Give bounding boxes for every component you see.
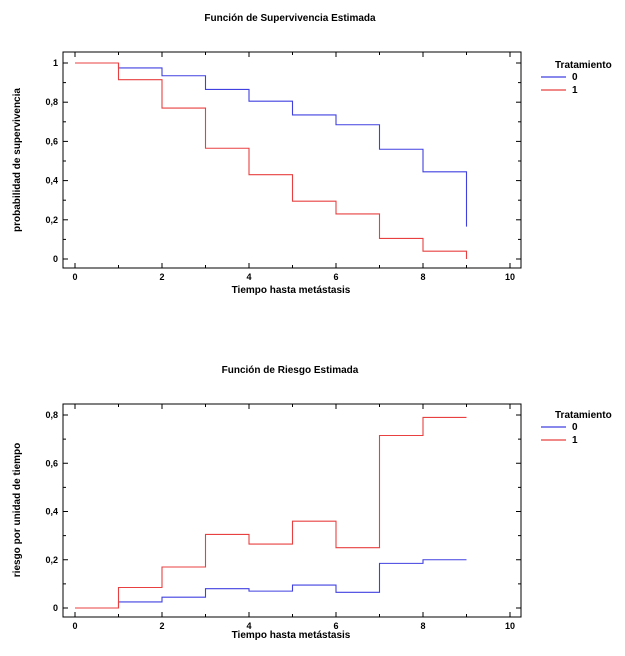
hazard-legend-title: Tratamiento <box>555 410 612 421</box>
survival-y-tick-label: 0,8 <box>45 97 58 107</box>
survival-y-tick-label: 0 <box>53 254 58 264</box>
survival-legend-label-0: 0 <box>572 72 578 83</box>
survival-plot-frame <box>62 51 522 269</box>
hazard-x-tick-label: 0 <box>72 621 77 631</box>
hazard-chart: Función de Riesgo Estimada 0 0,2 0,4 0,6 0,8… <box>12 365 612 641</box>
survival-y-axis: 0 0,2 0,4 0,6 0,8 1 <box>45 58 521 264</box>
hazard-series <box>75 416 467 609</box>
hazard-chart-title: Función de Riesgo Estimada <box>222 365 359 376</box>
hazard-legend-label-0: 0 <box>572 422 578 433</box>
hazard-series-line-1 <box>75 416 467 609</box>
hazard-x-tick-label: 6 <box>333 621 338 631</box>
hazard-y-tick-label: 0,8 <box>45 410 58 420</box>
survival-series-line-0 <box>75 62 468 227</box>
hazard-y-tick-label: 0,6 <box>45 458 58 468</box>
hazard-series-line-0 <box>75 559 467 609</box>
survival-x-tick-label: 10 <box>505 272 515 282</box>
survival-y-tick-label: 0,6 <box>45 136 58 146</box>
survival-x-tick-label: 6 <box>333 272 338 282</box>
survival-series-line-1 <box>75 62 468 259</box>
survival-y-tick-label: 0,4 <box>45 176 58 186</box>
survival-chart-title: Función de Supervivencia Estimada <box>204 13 376 24</box>
hazard-y-tick-label: 0 <box>53 603 58 613</box>
hazard-x-axis-label: Tiempo hasta metástasis <box>232 630 351 641</box>
survival-legend-label-1: 1 <box>572 85 578 96</box>
survival-x-tick-label: 0 <box>72 272 77 282</box>
hazard-y-axis-label: riesgo por unidad de tiempo <box>12 443 23 577</box>
survival-y-tick-label: 1 <box>53 58 58 68</box>
survival-legend: Tratamiento 0 1 <box>541 60 612 96</box>
hazard-x-tick-label: 8 <box>420 621 425 631</box>
survival-series <box>75 62 468 259</box>
hazard-y-tick-label: 0,2 <box>45 555 58 565</box>
hazard-legend-label-1: 1 <box>572 435 578 446</box>
survival-legend-title: Tratamiento <box>555 60 612 71</box>
hazard-y-axis: 0 0,2 0,4 0,6 0,8 <box>45 410 521 613</box>
hazard-x-tick-label: 4 <box>246 621 251 631</box>
survival-chart: Función de Supervivencia Estimada 0 0,2 0,… <box>12 13 612 296</box>
survival-y-tick-label: 0,2 <box>45 215 58 225</box>
survival-x-tick-label: 4 <box>246 272 251 282</box>
survival-x-axis-label: Tiempo hasta metástasis <box>232 285 351 296</box>
hazard-x-tick-label: 10 <box>505 621 515 631</box>
hazard-x-axis: 0 2 4 6 8 10 <box>72 404 515 631</box>
hazard-y-tick-label: 0,4 <box>45 507 58 517</box>
survival-y-axis-label: probabilidad de supervivencia <box>12 88 23 232</box>
survival-x-tick-label: 8 <box>420 272 425 282</box>
survival-x-tick-label: 2 <box>159 272 164 282</box>
survival-x-axis: 0 2 4 6 8 10 <box>72 52 515 282</box>
hazard-x-tick-label: 2 <box>159 621 164 631</box>
hazard-legend: Tratamiento 0 1 <box>541 410 612 446</box>
